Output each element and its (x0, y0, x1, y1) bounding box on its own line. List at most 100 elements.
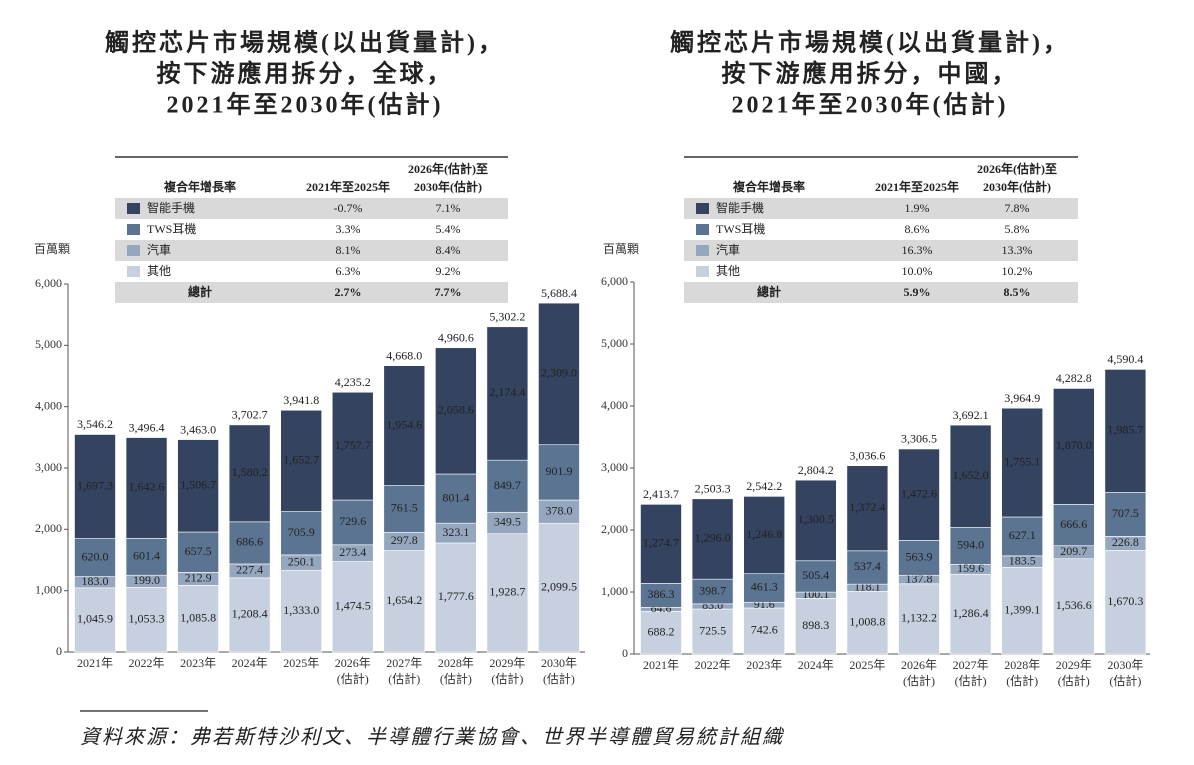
y-axis-unit: 百萬顆 (34, 242, 70, 256)
total-label: 3,692.1 (953, 408, 989, 422)
table-cell: 5.4% (436, 222, 461, 236)
total-label: 3,702.7 (232, 408, 268, 422)
value-label: 1,208.4 (232, 607, 268, 621)
x-tick-label: (估計) (1006, 673, 1038, 688)
x-tick-label: 2024年 (232, 656, 268, 670)
value-label: 729.6 (339, 514, 366, 528)
y-tick-label: 3,000 (35, 460, 62, 474)
table-total-bg (684, 282, 1078, 303)
value-label: 199.0 (133, 573, 160, 587)
bar-segment (486, 533, 529, 653)
value-label: 657.5 (185, 544, 212, 558)
table-cell: 6.3% (336, 264, 361, 278)
total-label: 2,542.2 (746, 479, 782, 493)
bar-segment (794, 598, 837, 655)
value-label: 378.0 (545, 503, 572, 517)
bar-segment (177, 531, 219, 573)
y-tick-label: 1,000 (35, 582, 62, 596)
x-tick-label: (估計) (388, 671, 420, 686)
bar-segment (846, 591, 889, 655)
table-cell: 3.3% (336, 222, 361, 236)
x-tick-label: (估計) (440, 671, 472, 686)
y-tick-label: 4,000 (601, 398, 628, 412)
y-tick-label: 5,000 (35, 337, 62, 351)
legend-swatch (696, 266, 709, 277)
value-label: 1,008.8 (849, 614, 885, 628)
table-total-label: 總計 (757, 284, 781, 299)
legend-swatch (127, 266, 140, 277)
bar-segment (435, 473, 477, 524)
bar-segment (177, 585, 219, 653)
value-label: 386.3 (648, 587, 675, 601)
value-label: 1,757.7 (335, 438, 371, 452)
x-tick-label: 2022年 (129, 656, 165, 670)
total-label: 3,036.6 (849, 448, 885, 462)
table-cell: 8.1% (336, 243, 361, 257)
x-tick-label: 2029年 (1056, 658, 1092, 672)
value-label: 1,372.4 (849, 500, 885, 514)
table-header: 複合年增長率 (163, 179, 236, 194)
bar-segment (949, 527, 992, 565)
table-cell: 16.3% (902, 243, 933, 257)
legend-swatch (127, 224, 140, 235)
x-tick-label: 2027年 (386, 656, 422, 670)
legend-swatch (127, 245, 140, 256)
value-label: 1,474.5 (335, 599, 371, 613)
table-column-header: 2030年(估計) (414, 179, 482, 194)
legend-swatch (696, 224, 709, 235)
value-label: 1,286.4 (953, 606, 989, 620)
legend-label: 智能手機 (147, 200, 195, 215)
x-tick-label: (估計) (491, 671, 523, 686)
chart-title: 按下游應用拆分，全球， (157, 60, 454, 88)
y-tick-label: 5,000 (601, 336, 628, 350)
bar-segment (1053, 558, 1095, 655)
value-label: 594.0 (957, 538, 984, 552)
value-label: 666.6 (1060, 517, 1087, 531)
table-cell: -0.7% (334, 201, 363, 215)
value-label: 801.4 (442, 490, 469, 504)
value-label: 620.0 (82, 549, 109, 563)
value-label: 297.8 (391, 533, 418, 547)
bar-segment (794, 560, 837, 593)
table-cell: 7.8% (1005, 201, 1030, 215)
value-label: 2,174.4 (489, 385, 525, 399)
value-label: 1,333.0 (283, 603, 319, 617)
y-tick-label: 2,000 (35, 521, 62, 535)
bar-segment (949, 424, 992, 528)
legend-swatch (696, 203, 709, 214)
total-label: 3,306.5 (901, 432, 937, 446)
value-label: 1,755.1 (1004, 454, 1040, 468)
value-label: 1,670.3 (1107, 594, 1143, 608)
source-note: 資料來源：弗若斯特沙利文、半導體行業協會、世界半導體貿易統計組織 (80, 727, 785, 749)
value-label: 1,654.2 (386, 593, 422, 607)
y-tick-label: 3,000 (601, 460, 628, 474)
value-label: 1,296.0 (695, 531, 731, 545)
bar-segment (1104, 550, 1147, 655)
chart-title: 觸控芯片市場規模(以出貨量計)， (105, 29, 505, 57)
total-label: 2,804.2 (798, 463, 834, 477)
table-cell: 10.0% (902, 264, 933, 278)
value-label: 1,536.6 (1056, 598, 1092, 612)
value-label: 849.7 (494, 478, 521, 492)
value-label: 1,300.5 (798, 512, 834, 526)
y-axis-unit: 百萬顆 (603, 242, 639, 256)
table-total-cell: 5.9% (904, 285, 931, 299)
value-label: 212.9 (185, 571, 212, 585)
chart-title: 2021年至2030年(估計) (167, 91, 444, 119)
value-label: 1,642.6 (129, 480, 165, 494)
total-label: 5,302.2 (489, 310, 525, 324)
value-label: 323.1 (442, 525, 469, 539)
table-column-header: 2030年(估計) (983, 179, 1051, 194)
value-label: 1,085.8 (180, 610, 216, 624)
value-label: 2,058.6 (438, 403, 474, 417)
value-label: 1,506.7 (180, 478, 216, 492)
value-label: 601.4 (133, 548, 160, 562)
total-label: 4,282.8 (1056, 371, 1092, 385)
x-tick-label: (估計) (903, 673, 935, 688)
x-tick-label: 2027年 (953, 658, 989, 672)
bar-segment (383, 550, 426, 653)
value-label: 1,045.9 (77, 612, 113, 626)
bar-segment (691, 608, 734, 655)
bar-segment (74, 434, 116, 539)
table-row-bg (684, 198, 1078, 219)
